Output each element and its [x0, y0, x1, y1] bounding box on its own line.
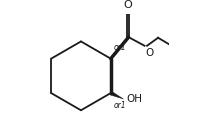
- Text: or1: or1: [114, 43, 126, 52]
- Text: O: O: [146, 48, 154, 58]
- Text: OH: OH: [126, 94, 142, 104]
- Text: O: O: [123, 0, 132, 10]
- Polygon shape: [110, 91, 124, 99]
- Text: or1: or1: [114, 101, 126, 110]
